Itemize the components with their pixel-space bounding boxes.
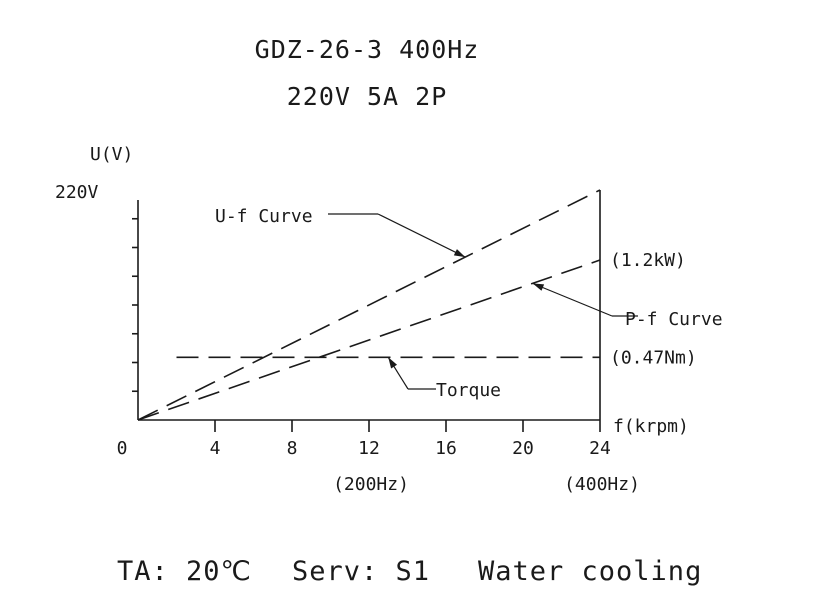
x-tick-label-5: 24: [589, 438, 611, 459]
annotation-leader-1: [532, 282, 613, 317]
series-line-0: [137, 189, 601, 421]
y-axis-label: U(V): [90, 144, 133, 165]
annotation-arrow-0: [453, 249, 466, 258]
footer-ambient: TA: 20℃: [117, 556, 252, 587]
series-end-label-2: (0.47Nm): [610, 347, 697, 368]
x-tick-label-4: 20: [512, 438, 534, 459]
annotation-arrow-1: [532, 283, 545, 291]
origin-label: 0: [117, 438, 128, 459]
series-line-1: [137, 259, 601, 421]
x-tick-sublabel-2: (200Hz): [333, 474, 409, 495]
x-tick-label-1: 8: [287, 438, 298, 459]
chart-title-line1: GDZ-26-3 400Hz: [255, 35, 480, 64]
footer-service: Serv: S1: [292, 556, 430, 587]
x-tick-sublabel-5: (400Hz): [564, 474, 640, 495]
x-tick-label-0: 4: [210, 438, 221, 459]
annotation-label-1: P-f Curve: [625, 309, 723, 330]
x-tick-label-3: 16: [435, 438, 457, 459]
annotation-arrow-2: [388, 357, 398, 369]
annotation-leader-0: [377, 213, 466, 258]
x-tick-label-2: 12: [358, 438, 380, 459]
chart-title-line2: 220V 5A 2P: [287, 82, 448, 111]
annotation-label-2: Torque: [436, 380, 501, 401]
y-max-label: 220V: [55, 182, 99, 203]
series-end-label-1: (1.2kW): [610, 250, 686, 271]
x-axis-label: f(krpm): [613, 416, 689, 437]
annotation-label-0: U-f Curve: [215, 206, 313, 227]
footer-cooling: Water cooling: [478, 556, 702, 587]
